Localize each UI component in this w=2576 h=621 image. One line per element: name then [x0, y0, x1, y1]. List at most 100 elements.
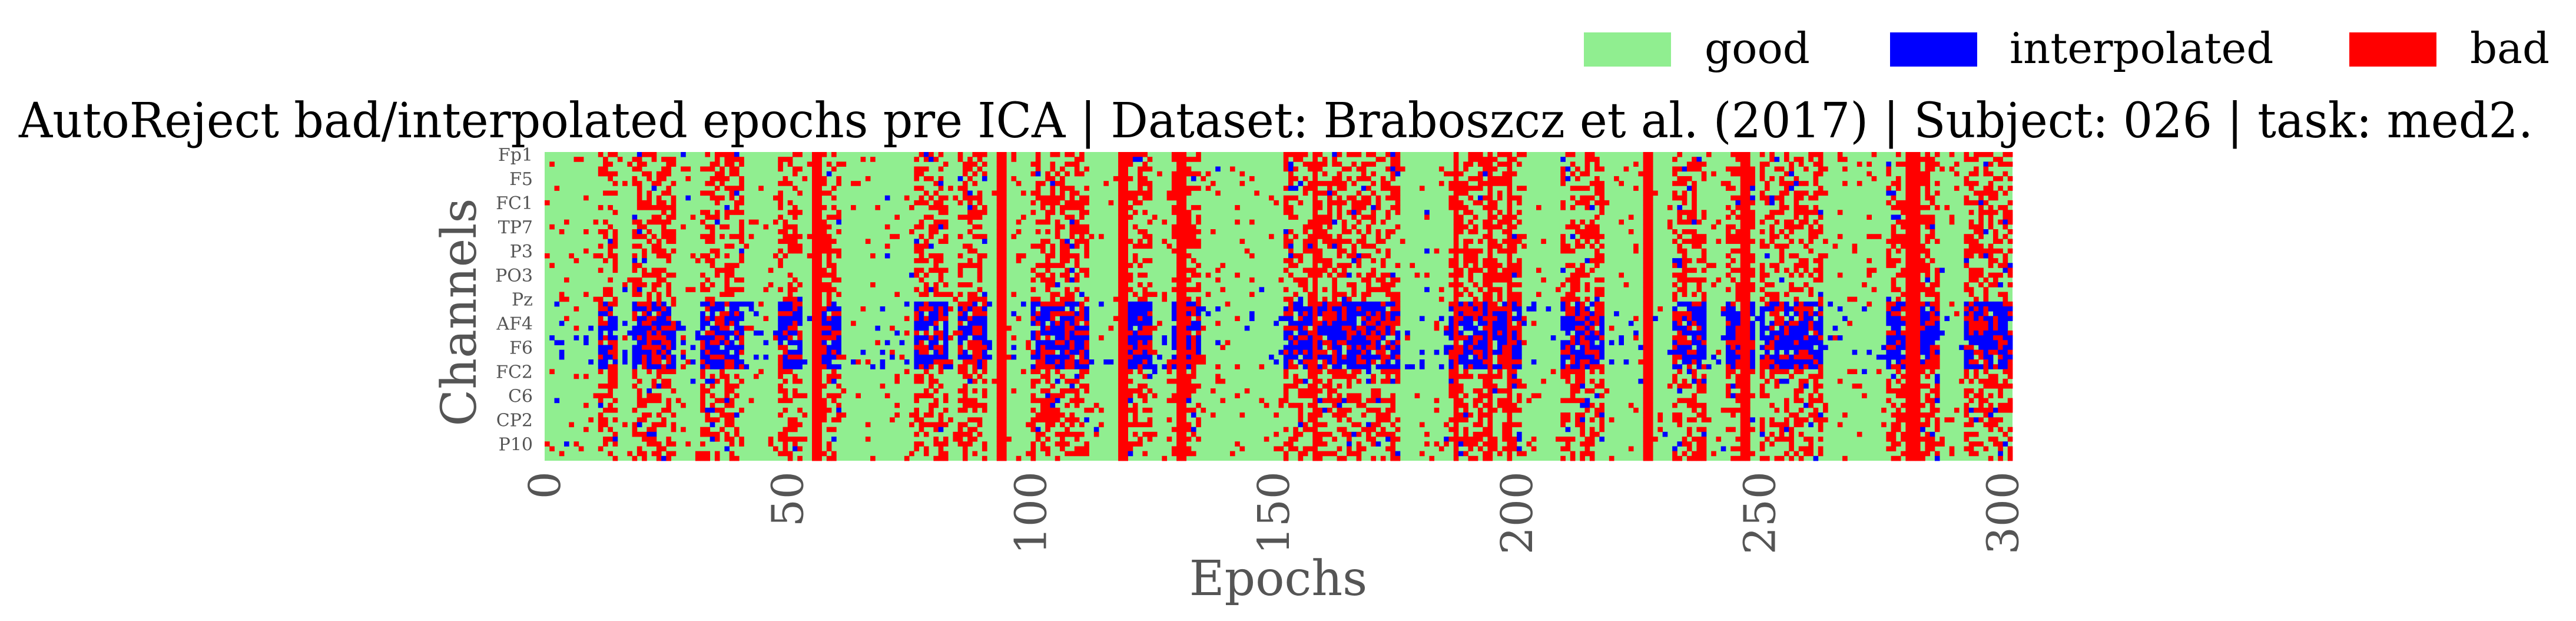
heatmap-cell [651, 306, 657, 312]
heatmap-cell [1186, 364, 1192, 369]
heatmap-cell [1171, 359, 1177, 365]
heatmap-cell [1147, 186, 1153, 191]
heatmap-cell [996, 287, 1002, 292]
heatmap-cell [1244, 325, 1250, 331]
heatmap-cell [1123, 263, 1128, 268]
heatmap-cell [1244, 248, 1250, 254]
heatmap-cell [793, 277, 798, 283]
heatmap-cell [1035, 340, 1041, 345]
heatmap-cell [1380, 219, 1386, 225]
heatmap-cell [671, 412, 677, 418]
heatmap-cell [1502, 152, 1507, 157]
heatmap-cell [1181, 354, 1187, 360]
heatmap-cell [1288, 364, 1294, 369]
heatmap-cell [1526, 306, 1532, 312]
heatmap-cell [1035, 301, 1041, 307]
heatmap-cell [656, 349, 662, 355]
heatmap-cell [1395, 210, 1401, 215]
heatmap-cell [817, 157, 822, 162]
heatmap-cell [1380, 306, 1386, 312]
heatmap-cell [1065, 340, 1070, 345]
heatmap-cell [612, 210, 618, 215]
heatmap-cell [1361, 340, 1367, 345]
heatmap-cell [1463, 364, 1468, 369]
heatmap-cell [972, 316, 978, 321]
heatmap-cell [1453, 398, 1459, 404]
heatmap-cell [1332, 181, 1337, 186]
heatmap-cell [977, 253, 983, 259]
heatmap-cell [1220, 287, 1226, 292]
heatmap-cell [651, 345, 657, 351]
heatmap-cell [1186, 253, 1192, 259]
heatmap-cell [651, 437, 657, 442]
heatmap-cell [598, 369, 604, 375]
heatmap-cell [817, 248, 822, 254]
heatmap-cell [1473, 316, 1478, 321]
heatmap-cell [661, 446, 667, 452]
heatmap-cell [1132, 417, 1138, 422]
heatmap-cell [1371, 214, 1376, 220]
heatmap-cell [1483, 364, 1488, 369]
heatmap-cell [1507, 316, 1513, 321]
heatmap-cell [1288, 181, 1294, 186]
heatmap-cell [1347, 195, 1352, 201]
heatmap-cell [714, 214, 720, 220]
heatmap-cell [1463, 186, 1468, 191]
heatmap-cell [1487, 316, 1493, 321]
heatmap-cell [1497, 398, 1503, 404]
heatmap-cell [919, 152, 924, 157]
heatmap-cell [821, 229, 827, 234]
heatmap-cell [977, 210, 983, 215]
heatmap-cell [1463, 243, 1468, 249]
heatmap-cell [724, 402, 730, 408]
heatmap-cell [1356, 311, 1362, 316]
heatmap-cell [1507, 311, 1513, 316]
heatmap-cell [1239, 446, 1245, 452]
heatmap-cell [1477, 359, 1483, 365]
heatmap-cell [1181, 296, 1187, 302]
heatmap-cell [1453, 181, 1459, 186]
heatmap-cell [1351, 354, 1357, 360]
heatmap-cell [1142, 190, 1148, 196]
heatmap-cell [1166, 190, 1172, 196]
heatmap-cell [734, 364, 740, 369]
heatmap-cell [1570, 272, 1576, 278]
heatmap-cell [647, 296, 652, 302]
heatmap-cell [710, 248, 715, 254]
heatmap-cell [1118, 306, 1123, 312]
heatmap-cell [1176, 384, 1182, 389]
heatmap-cell [1312, 210, 1318, 215]
heatmap-cell [1176, 417, 1182, 422]
heatmap-cell [1298, 311, 1304, 316]
heatmap-cell [1327, 239, 1332, 244]
heatmap-cell [919, 267, 924, 273]
heatmap-cell [1123, 234, 1128, 239]
heatmap-cell [1317, 369, 1323, 375]
heatmap-cell [1312, 384, 1318, 389]
heatmap-cell [642, 417, 647, 422]
heatmap-cell [778, 205, 783, 210]
heatmap-cell [1371, 388, 1376, 394]
heatmap-cell [1196, 287, 1201, 292]
heatmap-cell [559, 292, 565, 298]
heatmap-cell [821, 349, 827, 355]
heatmap-cell [1118, 176, 1123, 181]
heatmap-cell [573, 374, 579, 379]
heatmap-cell [982, 152, 987, 157]
heatmap-cell [996, 282, 1002, 288]
heatmap-cell [1492, 349, 1498, 355]
heatmap-cell [608, 190, 613, 196]
heatmap-cell [1312, 161, 1318, 167]
heatmap-cell [1060, 441, 1065, 447]
heatmap-cell [666, 292, 672, 298]
heatmap-cell [1308, 345, 1313, 351]
heatmap-cell [821, 239, 827, 244]
heatmap-cell [1327, 272, 1332, 278]
heatmap-cell [1084, 335, 1089, 341]
heatmap-cell [1327, 321, 1332, 326]
heatmap-cell [938, 152, 944, 157]
heatmap-cell [1356, 349, 1362, 355]
heatmap-cell [914, 446, 920, 452]
heatmap-cell [666, 349, 672, 355]
heatmap-cell [720, 412, 725, 418]
